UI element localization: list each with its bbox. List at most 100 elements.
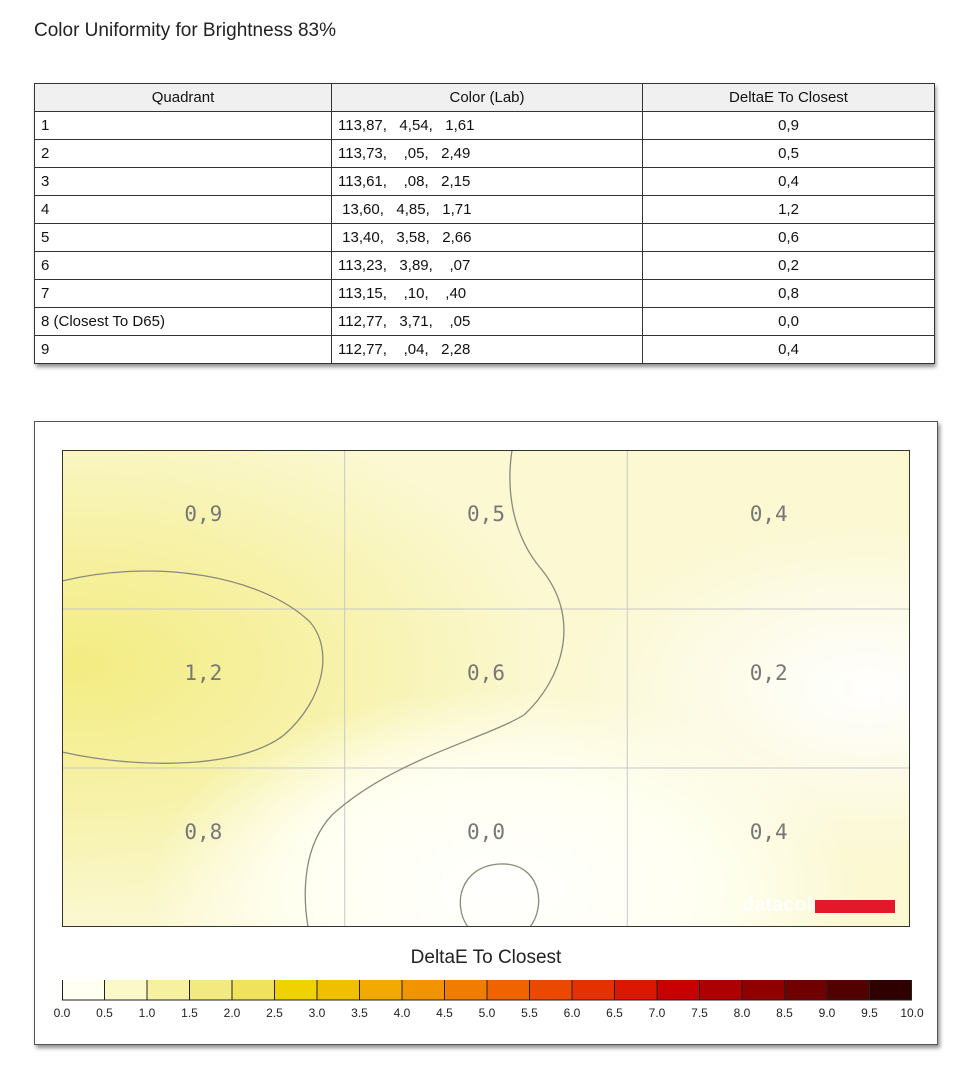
legend-color-swatch bbox=[699, 980, 743, 1000]
cell-deltae: 0,6 bbox=[642, 223, 935, 252]
legend-tick-label: 6.5 bbox=[606, 1006, 623, 1020]
cell-color-lab: 113,73, ,05, 2,49 bbox=[331, 139, 643, 168]
cell-deltae: 0,9 bbox=[642, 111, 935, 140]
legend-color-swatch bbox=[869, 980, 912, 1000]
legend-tick-label: 2.0 bbox=[223, 1006, 241, 1020]
legend-tick-label: 5.0 bbox=[478, 1006, 496, 1020]
heatmap-cell-value: 0,8 bbox=[184, 820, 222, 844]
cell-quadrant: 7 bbox=[34, 279, 332, 308]
heatmap-gridlines bbox=[62, 450, 910, 927]
legend-color-swatch bbox=[742, 980, 786, 1000]
cell-color-lab: 113,23, 3,89, ,07 bbox=[331, 251, 643, 280]
legend-color-swatch bbox=[572, 980, 616, 1000]
legend-color-swatch bbox=[189, 980, 233, 1000]
table-row: 1 113,87, 4,54, 1,61 0,9 bbox=[34, 111, 935, 140]
column-header-color-lab: Color (Lab) bbox=[331, 83, 643, 112]
legend-tick-label: 3.5 bbox=[351, 1006, 368, 1020]
legend-tick-label: 2.5 bbox=[266, 1006, 283, 1020]
table-row: 2 113,73, ,05, 2,49 0,5 bbox=[34, 139, 935, 168]
cell-quadrant: 9 bbox=[34, 335, 332, 364]
cell-deltae: 0,4 bbox=[642, 167, 935, 196]
legend-tick-label: 10.0 bbox=[900, 1006, 924, 1020]
cell-deltae: 0,4 bbox=[642, 335, 935, 364]
color-scale-legend bbox=[62, 980, 912, 1001]
legend-color-swatch bbox=[274, 980, 318, 1000]
cell-color-lab: 113,87, 4,54, 1,61 bbox=[331, 111, 643, 140]
heatmap-svg: 0,9 0,5 0,4 1,2 0,6 0,2 0,8 0,0 0,4 datacolor bbox=[62, 450, 910, 927]
table-row: 5 13,40, 3,58, 2,66 0,6 bbox=[34, 223, 935, 252]
legend-tick-label: 9.0 bbox=[818, 1006, 836, 1020]
legend-color-swatch bbox=[359, 980, 403, 1000]
cell-deltae: 1,2 bbox=[642, 195, 935, 224]
cell-deltae: 0,8 bbox=[642, 279, 935, 308]
uniformity-chart: 0,9 0,5 0,4 1,2 0,6 0,2 0,8 0,0 0,4 datacolor De… bbox=[34, 421, 938, 1045]
legend-color-swatch bbox=[827, 980, 871, 1000]
legend-color-swatch bbox=[529, 980, 573, 1000]
column-header-deltae: DeltaE To Closest bbox=[642, 83, 935, 112]
cell-color-lab: 113,15, ,10, ,40 bbox=[331, 279, 643, 308]
heatmap-right-zone bbox=[62, 450, 910, 927]
legend-tick-label: 0.0 bbox=[53, 1006, 71, 1020]
cell-color-lab: 112,77, 3,71, ,05 bbox=[331, 307, 643, 336]
table-row: 6 113,23, 3,89, ,07 0,2 bbox=[34, 251, 935, 280]
legend-tick-label: 6.0 bbox=[563, 1006, 581, 1020]
heatmap-cell-value: 0,0 bbox=[467, 820, 505, 844]
heatmap-cell-value: 0,9 bbox=[184, 502, 222, 526]
legend-title: DeltaE To Closest bbox=[410, 947, 562, 968]
legend-tick-label: 8.5 bbox=[776, 1006, 793, 1020]
cell-color-lab: 13,40, 3,58, 2,66 bbox=[331, 223, 643, 252]
table-row: 7 113,15, ,10, ,40 0,8 bbox=[34, 279, 935, 308]
heatmap-cell-value: 0,4 bbox=[750, 820, 788, 844]
cell-deltae: 0,0 bbox=[642, 307, 935, 336]
heatmap-cell-value: 0,4 bbox=[750, 502, 788, 526]
legend-color-swatch bbox=[784, 980, 828, 1000]
contour-line-bottom bbox=[459, 863, 540, 927]
cell-deltae: 0,5 bbox=[642, 139, 935, 168]
heatmap-cell-labels: 0,9 0,5 0,4 1,2 0,6 0,2 0,8 0,0 0,4 bbox=[184, 502, 787, 844]
heatmap-border bbox=[62, 450, 910, 927]
cell-quadrant: 3 bbox=[34, 167, 332, 196]
legend-color-swatch bbox=[147, 980, 191, 1000]
legend-tick-label: 4.0 bbox=[393, 1006, 411, 1020]
legend-color-swatch bbox=[657, 980, 701, 1000]
heatmap-cell-value: 0,5 bbox=[467, 502, 505, 526]
legend-color-swatch bbox=[62, 980, 106, 1000]
legend-color-swatch bbox=[487, 980, 531, 1000]
cell-color-lab: 113,61, ,08, 2,15 bbox=[331, 167, 643, 196]
heatmap-cell-value: 0,6 bbox=[467, 661, 505, 685]
legend-tick-label: 8.0 bbox=[733, 1006, 751, 1020]
legend-color-swatch bbox=[614, 980, 658, 1000]
legend-color-swatch bbox=[104, 980, 148, 1000]
uniformity-heatmap: 0,9 0,5 0,4 1,2 0,6 0,2 0,8 0,0 0,4 datacolor bbox=[62, 450, 910, 927]
datacolor-watermark-bar bbox=[815, 900, 895, 913]
cell-quadrant: 4 bbox=[34, 195, 332, 224]
cell-quadrant: 2 bbox=[34, 139, 332, 168]
contour-line-center bbox=[304, 450, 565, 927]
heatmap-cell-value: 1,2 bbox=[184, 661, 222, 685]
legend-tick-label: 4.5 bbox=[436, 1006, 453, 1020]
cell-quadrant: 1 bbox=[34, 111, 332, 140]
legend-tick-label: 9.5 bbox=[861, 1006, 878, 1020]
legend-color-swatch bbox=[317, 980, 361, 1000]
uniformity-table-wrapper: Quadrant Color (Lab) DeltaE To Closest 1… bbox=[34, 83, 935, 364]
table-header-row: Quadrant Color (Lab) DeltaE To Closest bbox=[34, 83, 935, 112]
page-title: Color Uniformity for Brightness 83% bbox=[34, 20, 336, 41]
uniformity-table: Quadrant Color (Lab) DeltaE To Closest 1… bbox=[34, 83, 935, 364]
table-row: 9 112,77, ,04, 2,28 0,4 bbox=[34, 335, 935, 364]
legend-tick-label: 3.0 bbox=[308, 1006, 326, 1020]
legend-tick-labels: 0.0 0.5 1.0 1.5 2.0 2.5 3.0 3.5 4.0 4.5 5.0 5.5 6.0 6… bbox=[35, 1006, 937, 1022]
cell-quadrant: 8 (Closest To D65) bbox=[34, 307, 332, 336]
column-header-quadrant: Quadrant bbox=[34, 83, 332, 112]
legend-tick-label: 5.5 bbox=[521, 1006, 538, 1020]
heatmap-cell-value: 0,2 bbox=[750, 661, 788, 685]
cell-deltae: 0,2 bbox=[642, 251, 935, 280]
table-row: 8 (Closest To D65) 112,77, 3,71, ,05 0,0 bbox=[34, 307, 935, 336]
table-row: 3 113,61, ,08, 2,15 0,4 bbox=[34, 167, 935, 196]
contour-line-left bbox=[62, 570, 324, 764]
legend-tick-label: 7.0 bbox=[648, 1006, 666, 1020]
table-row: 4 13,60, 4,85, 1,71 1,2 bbox=[34, 195, 935, 224]
legend-color-swatch bbox=[232, 980, 276, 1000]
cell-quadrant: 5 bbox=[34, 223, 332, 252]
legend-color-swatch bbox=[402, 980, 446, 1000]
legend-tick-label: 1.0 bbox=[138, 1006, 156, 1020]
